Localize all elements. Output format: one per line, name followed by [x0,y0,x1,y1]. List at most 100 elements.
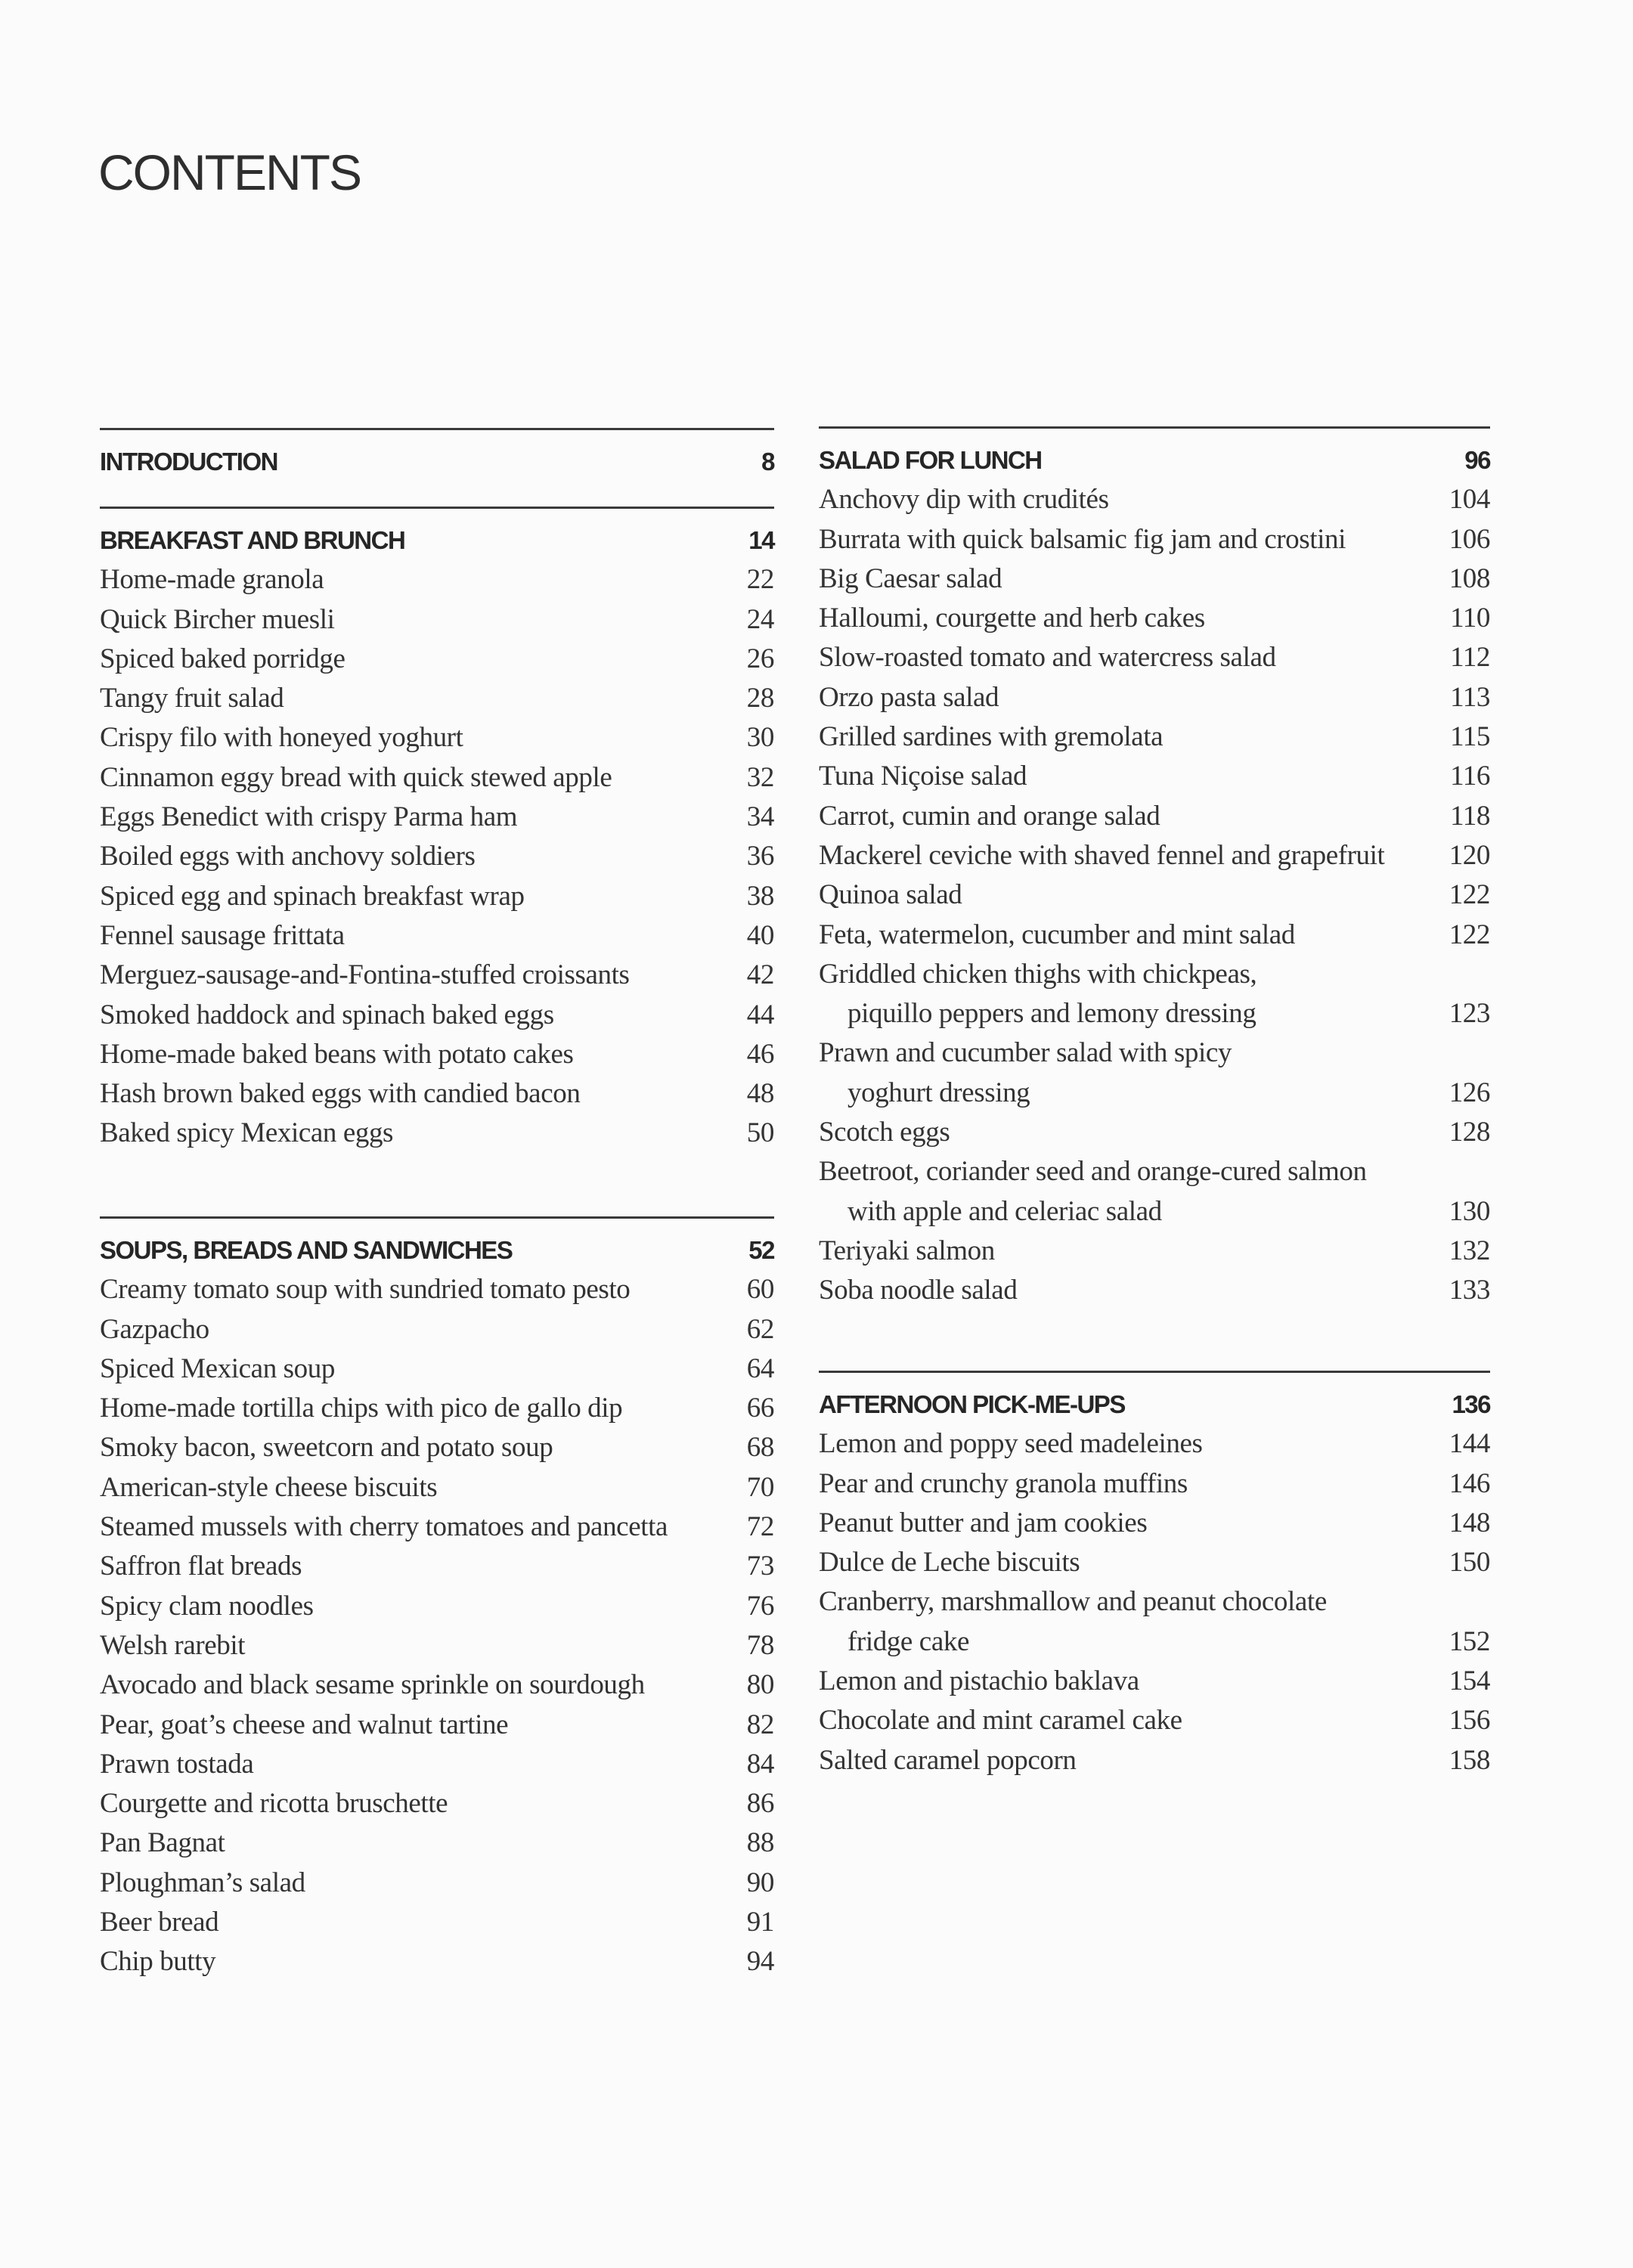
entry-title: Slow-roasted tomato and watercress salad [819,642,1276,674]
section-heading: BREAKFAST AND BRUNCH 14 [100,521,775,560]
entry-page-number: 152 [1449,1625,1491,1657]
entry-title: Halloumi, courgette and herb cakes [819,603,1205,634]
entry-title: Chocolate and mint caramel cake [819,1705,1182,1737]
section-page-number: 14 [748,526,775,554]
entry-title: Quinoa salad [819,879,962,911]
entry-page-number: 90 [746,1867,775,1898]
entry-title: Smoked haddock and spinach baked eggs [100,999,554,1030]
entry-page-number: 62 [746,1313,775,1345]
entry-page-number: 22 [746,564,775,596]
entry-page-number: 34 [746,801,775,833]
toc-entry: Merguez-sausage-and-Fontina-stuffed croi… [100,956,774,995]
entry-title: Boiled eggs with anchovy soldiers [100,841,476,872]
entry-page-number: 116 [1450,761,1490,792]
entry-page-number: 148 [1449,1507,1491,1538]
entry-page-number: 78 [746,1629,775,1661]
entry-title: Ploughman’s salad [100,1867,305,1898]
section-heading: AFTERNOON PICK-ME-UPS 136 [819,1385,1491,1424]
entry-page-number: 158 [1449,1744,1491,1776]
entry-page-number: 132 [1449,1235,1491,1266]
toc-entry: Griddled chicken thighs with chickpeas, [819,955,1490,994]
entry-title: Pear, goat’s cheese and walnut tartine [100,1709,509,1740]
toc-entry: Eggs Benedict with crispy Parma ham 34 [100,798,774,837]
entry-page-number: 113 [1450,681,1490,713]
toc-entry: Beer bread 91 [100,1903,774,1942]
toc-entry: Slow-roasted tomato and watercress salad… [819,638,1490,677]
entry-title: Pan Bagnat [100,1827,225,1859]
entry-page-number: 26 [746,643,775,674]
toc-entry: Spiced baked porridge 26 [100,640,774,679]
entry-page-number: 24 [746,603,775,635]
toc-entry: Soba noodle salad 133 [819,1271,1490,1310]
entry-page-number: 115 [1450,721,1490,753]
toc-entry: Baked spicy Mexican eggs 50 [100,1114,774,1153]
entry-title: Crispy filo with honeyed yoghurt [100,722,463,754]
entry-page-number: 126 [1449,1077,1491,1108]
toc-entry-continuation: fridge cake 152 [819,1622,1490,1662]
entry-page-number: 60 [746,1274,775,1306]
toc-entry: Grilled sardines with gremolata 115 [819,717,1490,757]
toc-entry: Peanut butter and jam cookies 148 [819,1504,1490,1543]
entry-page-number: 86 [746,1788,775,1820]
entry-title: Mackerel ceviche with shaved fennel and … [819,839,1385,871]
toc-entry: Prawn tostada 84 [100,1745,774,1784]
entry-page-number: 44 [746,999,775,1030]
toc-entry: Quinoa salad 122 [819,875,1490,915]
entry-title: Merguez-sausage-and-Fontina-stuffed croi… [100,959,630,991]
entry-title: Lemon and pistachio baklava [819,1665,1139,1697]
section-soups: SOUPS, BREADS AND SANDWICHES 52 Creamy tom… [100,1216,775,1982]
toc-entry: Welsh rarebit 78 [100,1626,774,1665]
toc-entry-continuation: with apple and celeriac salad 130 [819,1192,1490,1232]
entry-title: Scotch eggs [819,1117,950,1148]
entry-page-number: 42 [746,959,775,991]
toc-entry: Anchovy dip with crudités 104 [819,480,1490,519]
toc-entry: Orzo pasta salad 113 [819,678,1490,717]
toc-entry: Creamy tomato soup with sundried tomato … [100,1270,774,1309]
entry-page-number: 150 [1449,1547,1491,1579]
toc-entry: Gazpacho 62 [100,1310,774,1349]
toc-entry: Tangy fruit salad 28 [100,679,774,718]
section-page-number: 136 [1452,1390,1491,1418]
toc-entry-continuation: yoghurt dressing 126 [819,1074,1490,1113]
entry-page-number: 72 [746,1511,775,1543]
entry-page-number: 146 [1449,1467,1491,1499]
entry-page-number: 156 [1449,1705,1491,1737]
entry-page-number: 82 [746,1709,775,1740]
toc-entry: Scotch eggs 128 [819,1113,1490,1152]
toc-entry: Salted caramel popcorn 158 [819,1741,1490,1780]
entry-title: Chip butty [100,1946,216,1978]
entry-page-number: 112 [1450,642,1490,674]
toc-entry: Beetroot, coriander seed and orange-cure… [819,1152,1490,1191]
toc-entry: Spiced Mexican soup 64 [100,1349,774,1389]
entry-page-number: 28 [746,683,775,714]
entry-page-number: 130 [1449,1195,1491,1227]
toc-entry: Chocolate and mint caramel cake 156 [819,1701,1490,1740]
toc-entry: Smoky bacon, sweetcorn and potato soup 68 [100,1428,774,1467]
entry-title: Soba noodle salad [819,1275,1018,1306]
toc-entry: Crispy filo with honeyed yoghurt 30 [100,718,774,758]
entry-page-number: 122 [1449,919,1491,950]
entry-page-number: 46 [746,1038,775,1070]
entry-title: Big Caesar salad [819,562,1002,594]
entry-title: Tuna Niçoise salad [819,761,1027,792]
entry-page-number: 32 [746,761,775,793]
entry-title: Baked spicy Mexican eggs [100,1117,394,1149]
entry-title-continuation: yoghurt dressing [847,1077,1030,1108]
toc-entry: Steamed mussels with cherry tomatoes and… [100,1507,774,1547]
toc-entry: Cranberry, marshmallow and peanut chocol… [819,1582,1490,1622]
toc-entry: Fennel sausage frittata 40 [100,916,774,956]
entry-page-number: 133 [1449,1275,1491,1306]
entry-title: Dulce de Leche biscuits [819,1547,1080,1579]
entry-page-number: 94 [746,1946,775,1978]
toc-entry: Burrata with quick balsamic fig jam and … [819,520,1490,559]
toc-entry: Pear and crunchy granola muffins 146 [819,1464,1490,1504]
entry-title: Grilled sardines with gremolata [819,721,1164,753]
entry-page-number: 73 [746,1551,775,1582]
entry-page-number: 70 [746,1471,775,1503]
section-title: SALAD FOR LUNCH [819,446,1043,474]
section-heading: SALAD FOR LUNCH 96 [819,441,1491,480]
entry-title: Beer bread [100,1907,219,1938]
entry-page-number: 118 [1450,800,1490,832]
section-page-number: 52 [748,1236,775,1264]
section-breakfast: BREAKFAST AND BRUNCH 14 Home-made granola 2… [100,507,775,1154]
